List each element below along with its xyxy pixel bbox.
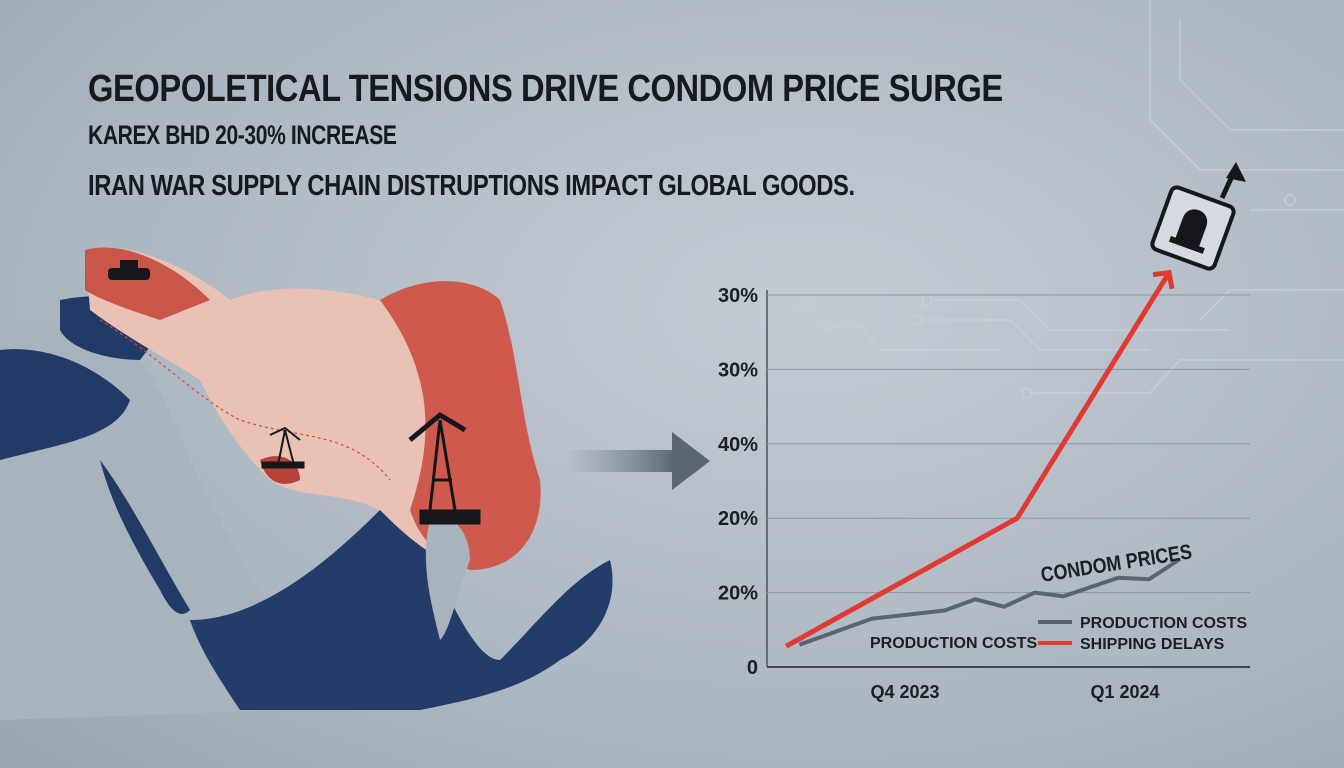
tank-icon	[108, 260, 150, 280]
middle-east-map	[0, 247, 613, 720]
page-title: GEOPOLETICAL TENSIONS DRIVE CONDOM PRICE…	[88, 68, 1003, 110]
y-tick-label: 20%	[718, 508, 758, 530]
subtitle: KAREX BHD 20-30% INCREASE	[88, 120, 397, 150]
legend-label-production: PRODUCTION COSTS	[1080, 615, 1247, 632]
legend: PRODUCTION COSTS SHIPPING DELAYS	[1038, 615, 1247, 653]
oil-pumpjack-icon	[261, 411, 481, 525]
condom-box-icon	[1150, 185, 1236, 271]
x-tick-label: Q4 2023	[870, 682, 939, 702]
x-tick-label: Q1 2024	[1090, 682, 1159, 702]
tagline: IRAN WAR SUPPLY CHAIN DISTRUPTIONS IMPAC…	[88, 170, 855, 202]
series-line-shipping-delays	[784, 271, 1172, 649]
y-tick-label: 40%	[718, 434, 758, 456]
right-arrow-icon	[565, 432, 710, 490]
legend-label-shipping: SHIPPING DELAYS	[1080, 636, 1225, 653]
up-arrow-icon	[1219, 162, 1246, 200]
y-tick-label: 30%	[718, 359, 758, 381]
y-tick-label: 0	[747, 657, 758, 679]
y-tick-label: 30%	[718, 285, 758, 307]
series-line-production-costs	[798, 557, 1182, 647]
annotation-production-costs: PRODUCTION COSTS	[870, 635, 1037, 652]
circuit-lines	[821, 0, 1344, 399]
series-arrowhead	[1152, 269, 1175, 290]
y-tick-label: 20%	[718, 583, 758, 605]
